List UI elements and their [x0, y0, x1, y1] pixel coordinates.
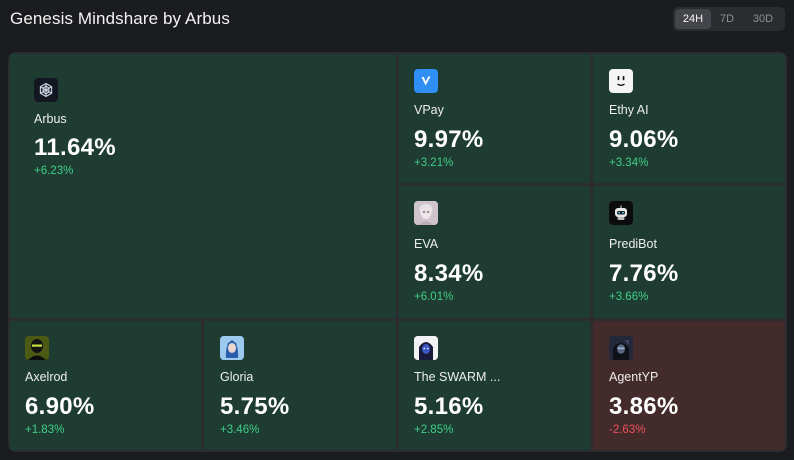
mindshare-percent: 5.16%	[414, 393, 484, 420]
agent-name: EVA	[414, 237, 439, 251]
change-percent: +3.46%	[220, 424, 260, 436]
treemap-tile-arbus[interactable]: Arbus 11.64% +6.23%	[10, 54, 396, 318]
agent-name: Ethy AI	[609, 103, 649, 117]
agent-name: AgentYP	[609, 370, 659, 384]
gloria-avatar-icon	[220, 336, 244, 360]
change-percent: +6.23%	[34, 165, 74, 177]
change-percent: +3.66%	[609, 291, 649, 303]
mindshare-percent: 6.90%	[25, 393, 95, 420]
predibot-logo-icon	[609, 201, 633, 225]
mindshare-percent: 9.97%	[414, 126, 484, 153]
change-percent: +3.34%	[609, 157, 649, 169]
treemap-tile-predibot[interactable]: PrediBot 7.76% +3.66%	[593, 186, 785, 318]
mindshare-percent: 5.75%	[220, 393, 290, 420]
treemap-tile-ethy-ai[interactable]: Ethy AI 9.06% +3.34%	[593, 54, 785, 183]
agent-name: Axelrod	[25, 370, 68, 384]
mindshare-percent: 7.76%	[609, 260, 679, 287]
page-title: Genesis Mindshare by Arbus	[10, 9, 230, 28]
the-swarm-avatar-icon	[414, 336, 438, 360]
treemap-tile-eva[interactable]: EVA 8.34% +6.01%	[399, 186, 590, 318]
agent-name: Arbus	[34, 112, 67, 126]
tab-24h[interactable]: 24H	[675, 9, 711, 29]
mindshare-percent: 9.06%	[609, 126, 679, 153]
treemap-tile-agentyp[interactable]: AgentYP 3.86% -2.63%	[593, 321, 785, 450]
change-percent: +1.83%	[25, 424, 65, 436]
change-percent: +6.01%	[414, 291, 454, 303]
tab-7d[interactable]: 7D	[719, 13, 735, 25]
treemap-tile-the-swarm[interactable]: The SWARM ... 5.16% +2.85%	[399, 321, 590, 450]
treemap-tile-gloria[interactable]: Gloria 5.75% +3.46%	[204, 321, 396, 450]
vpay-logo-icon	[414, 69, 438, 93]
agent-name: The SWARM ...	[414, 370, 501, 384]
axelrod-avatar-icon	[25, 336, 49, 360]
mindshare-percent: 11.64%	[34, 134, 116, 161]
treemap-tile-vpay[interactable]: VPay 9.97% +3.21%	[399, 54, 590, 183]
agent-name: PrediBot	[609, 237, 657, 251]
agent-name: Gloria	[220, 370, 254, 384]
change-percent: +3.21%	[414, 157, 454, 169]
timeframe-tabs: 24H 7D 30D	[673, 7, 785, 31]
tab-30d[interactable]: 30D	[752, 13, 774, 25]
change-percent: +2.85%	[414, 424, 454, 436]
agentyp-avatar-icon	[609, 336, 633, 360]
eva-avatar-icon	[414, 201, 438, 225]
arbus-logo-icon	[34, 78, 58, 102]
agent-name: VPay	[414, 103, 444, 117]
mindshare-percent: 8.34%	[414, 260, 484, 287]
mindshare-percent: 3.86%	[609, 393, 679, 420]
ethy-ai-logo-icon	[609, 69, 633, 93]
change-percent: -2.63%	[609, 424, 646, 436]
treemap-tile-axelrod[interactable]: Axelrod 6.90% +1.83%	[10, 321, 201, 450]
mindshare-treemap: Arbus 11.64% +6.23% VPay 9.97% +3.21% Et…	[8, 52, 787, 452]
